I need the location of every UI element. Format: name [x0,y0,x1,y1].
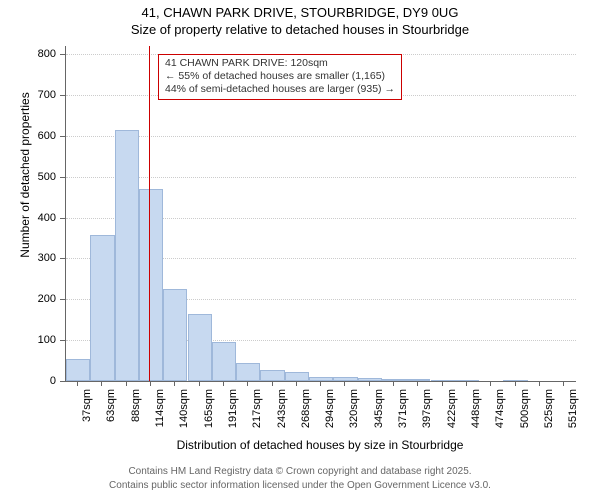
histogram-bar [163,289,187,381]
gridline [66,177,576,178]
y-tick-mark [60,218,65,219]
y-tick-mark [60,258,65,259]
x-tick-mark [539,381,540,386]
histogram-bar [212,342,236,381]
histogram-bar [309,377,333,381]
histogram-bar [260,370,284,381]
histogram-bar [188,314,212,381]
histogram-bar [333,377,357,381]
x-tick-mark [199,381,200,386]
x-tick-mark [223,381,224,386]
x-tick-mark [490,381,491,386]
x-tick-mark [150,381,151,386]
x-tick-mark [344,381,345,386]
histogram-bar [115,130,139,381]
y-tick-label: 400 [0,212,56,224]
plot-area: 41 CHAWN PARK DRIVE: 120sqm← 55% of deta… [65,46,576,382]
x-tick-mark [417,381,418,386]
y-tick-label: 300 [0,252,56,264]
histogram-bar [285,372,309,381]
chart-container: 41, CHAWN PARK DRIVE, STOURBRIDGE, DY9 0… [0,0,600,500]
x-axis-label: Distribution of detached houses by size … [65,438,575,452]
annotation-line: ← 55% of detached houses are smaller (1,… [165,70,395,83]
y-tick-label: 600 [0,130,56,142]
x-tick-mark [126,381,127,386]
annotation-box: 41 CHAWN PARK DRIVE: 120sqm← 55% of deta… [158,54,402,100]
y-tick-label: 0 [0,375,56,387]
x-tick-mark [174,381,175,386]
y-tick-mark [60,299,65,300]
y-tick-mark [60,136,65,137]
histogram-bar [139,189,163,381]
x-tick-mark [247,381,248,386]
histogram-bar [431,380,455,381]
y-tick-label: 500 [0,171,56,183]
y-tick-mark [60,95,65,96]
gridline [66,136,576,137]
histogram-bar [455,380,479,381]
y-tick-label: 800 [0,48,56,60]
histogram-bar [66,359,90,381]
chart-title-line2: Size of property relative to detached ho… [0,22,600,37]
y-tick-mark [60,381,65,382]
y-tick-mark [60,340,65,341]
x-tick-mark [442,381,443,386]
annotation-line: 41 CHAWN PARK DRIVE: 120sqm [165,57,395,70]
x-tick-mark [77,381,78,386]
x-tick-mark [369,381,370,386]
x-tick-mark [296,381,297,386]
annotation-line: 44% of semi-detached houses are larger (… [165,83,395,96]
x-tick-mark [393,381,394,386]
y-tick-mark [60,177,65,178]
marker-line [149,46,150,381]
x-tick-mark [272,381,273,386]
y-tick-label: 700 [0,89,56,101]
footer-line2: Contains public sector information licen… [0,480,600,491]
histogram-bar [90,235,114,381]
y-tick-mark [60,54,65,55]
x-tick-mark [320,381,321,386]
histogram-bar [236,363,260,381]
x-tick-mark [101,381,102,386]
footer-line1: Contains HM Land Registry data © Crown c… [0,466,600,477]
x-tick-mark [515,381,516,386]
chart-title-line1: 41, CHAWN PARK DRIVE, STOURBRIDGE, DY9 0… [0,5,600,20]
x-tick-mark [466,381,467,386]
x-tick-mark [563,381,564,386]
y-tick-label: 100 [0,334,56,346]
y-tick-label: 200 [0,293,56,305]
